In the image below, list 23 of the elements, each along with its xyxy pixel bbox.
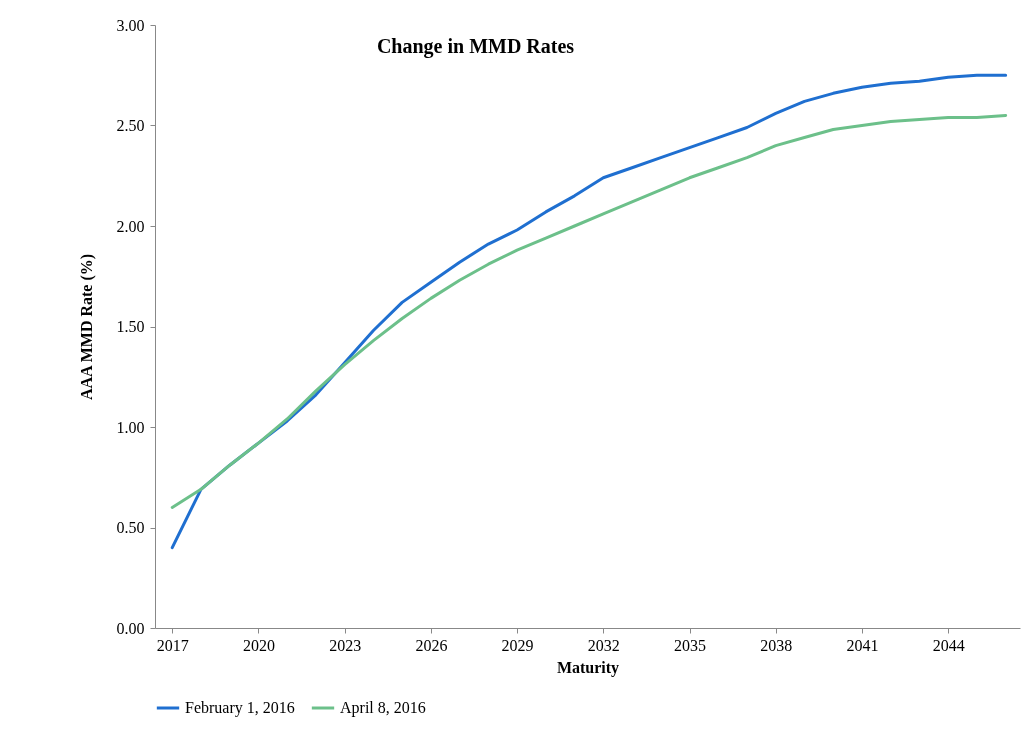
x-axis-title: Maturity	[556, 658, 620, 677]
legend-label: February 1, 2016	[185, 699, 295, 717]
y-tick-label: 0.00	[116, 619, 145, 637]
x-tick-label: 2035	[674, 636, 707, 654]
x-tick-label: 2032	[587, 636, 620, 654]
x-tick-label: 2026	[415, 636, 448, 654]
x-tick-label: 2044	[932, 636, 965, 654]
legend-label: April 8, 2016	[340, 699, 426, 717]
y-tick-label: 2.50	[116, 117, 145, 134]
y-tick-label: 2.00	[116, 217, 145, 235]
x-tick-label: 2023	[329, 636, 362, 654]
line-series	[170, 113, 1008, 509]
x-tick-label: 2038	[760, 636, 793, 654]
y-tick-label: 1.50	[116, 318, 145, 335]
text: Change in MMD Rates	[376, 35, 575, 58]
y-tick-label: 1.00	[116, 418, 145, 436]
y-axis-title: AAA MMD Rate (%)	[77, 253, 96, 401]
y-tick-label: 0.50	[116, 519, 145, 536]
x-tick-label: 2020	[242, 636, 275, 654]
x-tick-label: 2029	[501, 636, 534, 654]
x-tick-label: 2017	[156, 636, 189, 654]
y-tick-label: 3.00	[116, 16, 145, 34]
x-tick-label: 2041	[846, 636, 879, 654]
